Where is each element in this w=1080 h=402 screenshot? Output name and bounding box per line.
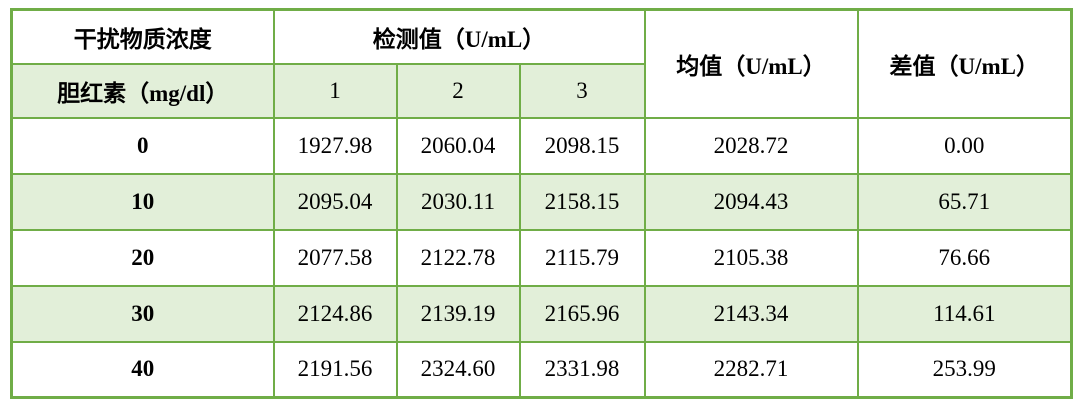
header-difference-value: 差值（U/mL） bbox=[856, 8, 1073, 119]
cell-concentration: 30 bbox=[10, 284, 275, 343]
cell-diff: 253.99 bbox=[856, 340, 1073, 399]
subheader-bilirubin: 胆红素（mg/dl） bbox=[10, 62, 275, 119]
cell-diff: 76.66 bbox=[856, 228, 1073, 287]
table-row-concentration-10: 10 2095.04 2030.11 2158.15 2094.43 65.71 bbox=[10, 172, 1073, 231]
header-interference-concentration: 干扰物质浓度 bbox=[10, 8, 275, 65]
cell-concentration: 0 bbox=[10, 116, 275, 175]
cell-value-2: 2324.60 bbox=[395, 340, 521, 399]
cell-value-3: 2331.98 bbox=[518, 340, 646, 399]
cell-value-2: 2139.19 bbox=[395, 284, 521, 343]
cell-value-2: 2122.78 bbox=[395, 228, 521, 287]
cell-concentration: 10 bbox=[10, 172, 275, 231]
cell-mean: 2282.71 bbox=[643, 340, 859, 399]
table-row-concentration-0: 0 1927.98 2060.04 2098.15 2028.72 0.00 bbox=[10, 116, 1073, 175]
cell-value-1: 1927.98 bbox=[272, 116, 398, 175]
subheader-replicate-1: 1 bbox=[272, 62, 398, 119]
cell-diff: 114.61 bbox=[856, 284, 1073, 343]
cell-value-3: 2158.15 bbox=[518, 172, 646, 231]
header-row-1: 干扰物质浓度 检测值（U/mL） 均值（U/mL） 差值（U/mL） bbox=[10, 8, 1073, 119]
header-row-2: 胆红素（mg/dl） 1 2 3 bbox=[10, 62, 1072, 119]
cell-mean: 2094.43 bbox=[643, 172, 859, 231]
header-detection-value: 检测值（U/mL） bbox=[272, 8, 646, 65]
cell-value-3: 2098.15 bbox=[518, 116, 646, 175]
interference-data-table: 干扰物质浓度 检测值（U/mL） 均值（U/mL） 差值（U/mL） 胆红素（m… bbox=[10, 8, 1074, 399]
table-row-concentration-20: 20 2077.58 2122.78 2115.79 2105.38 76.66 bbox=[10, 228, 1073, 287]
header-mean-value: 均值（U/mL） bbox=[643, 8, 859, 119]
cell-value-2: 2060.04 bbox=[395, 116, 521, 175]
cell-value-3: 2115.79 bbox=[518, 228, 646, 287]
cell-value-2: 2030.11 bbox=[395, 172, 521, 231]
cell-diff: 65.71 bbox=[856, 172, 1073, 231]
cell-value-1: 2077.58 bbox=[272, 228, 398, 287]
cell-value-3: 2165.96 bbox=[518, 284, 646, 343]
cell-mean: 2143.34 bbox=[643, 284, 859, 343]
cell-concentration: 20 bbox=[10, 228, 275, 287]
cell-value-1: 2124.86 bbox=[272, 284, 398, 343]
subheader-replicate-3: 3 bbox=[518, 62, 646, 119]
cell-diff: 0.00 bbox=[856, 116, 1073, 175]
cell-mean: 2105.38 bbox=[643, 228, 859, 287]
table-row-concentration-30: 30 2124.86 2139.19 2165.96 2143.34 114.6… bbox=[10, 284, 1073, 343]
cell-concentration: 40 bbox=[10, 340, 275, 399]
cell-mean: 2028.72 bbox=[643, 116, 859, 175]
table-row-concentration-40: 40 2191.56 2324.60 2331.98 2282.71 253.9… bbox=[10, 340, 1073, 399]
subheader-replicate-2: 2 bbox=[395, 62, 521, 119]
cell-value-1: 2191.56 bbox=[272, 340, 398, 399]
cell-value-1: 2095.04 bbox=[272, 172, 398, 231]
